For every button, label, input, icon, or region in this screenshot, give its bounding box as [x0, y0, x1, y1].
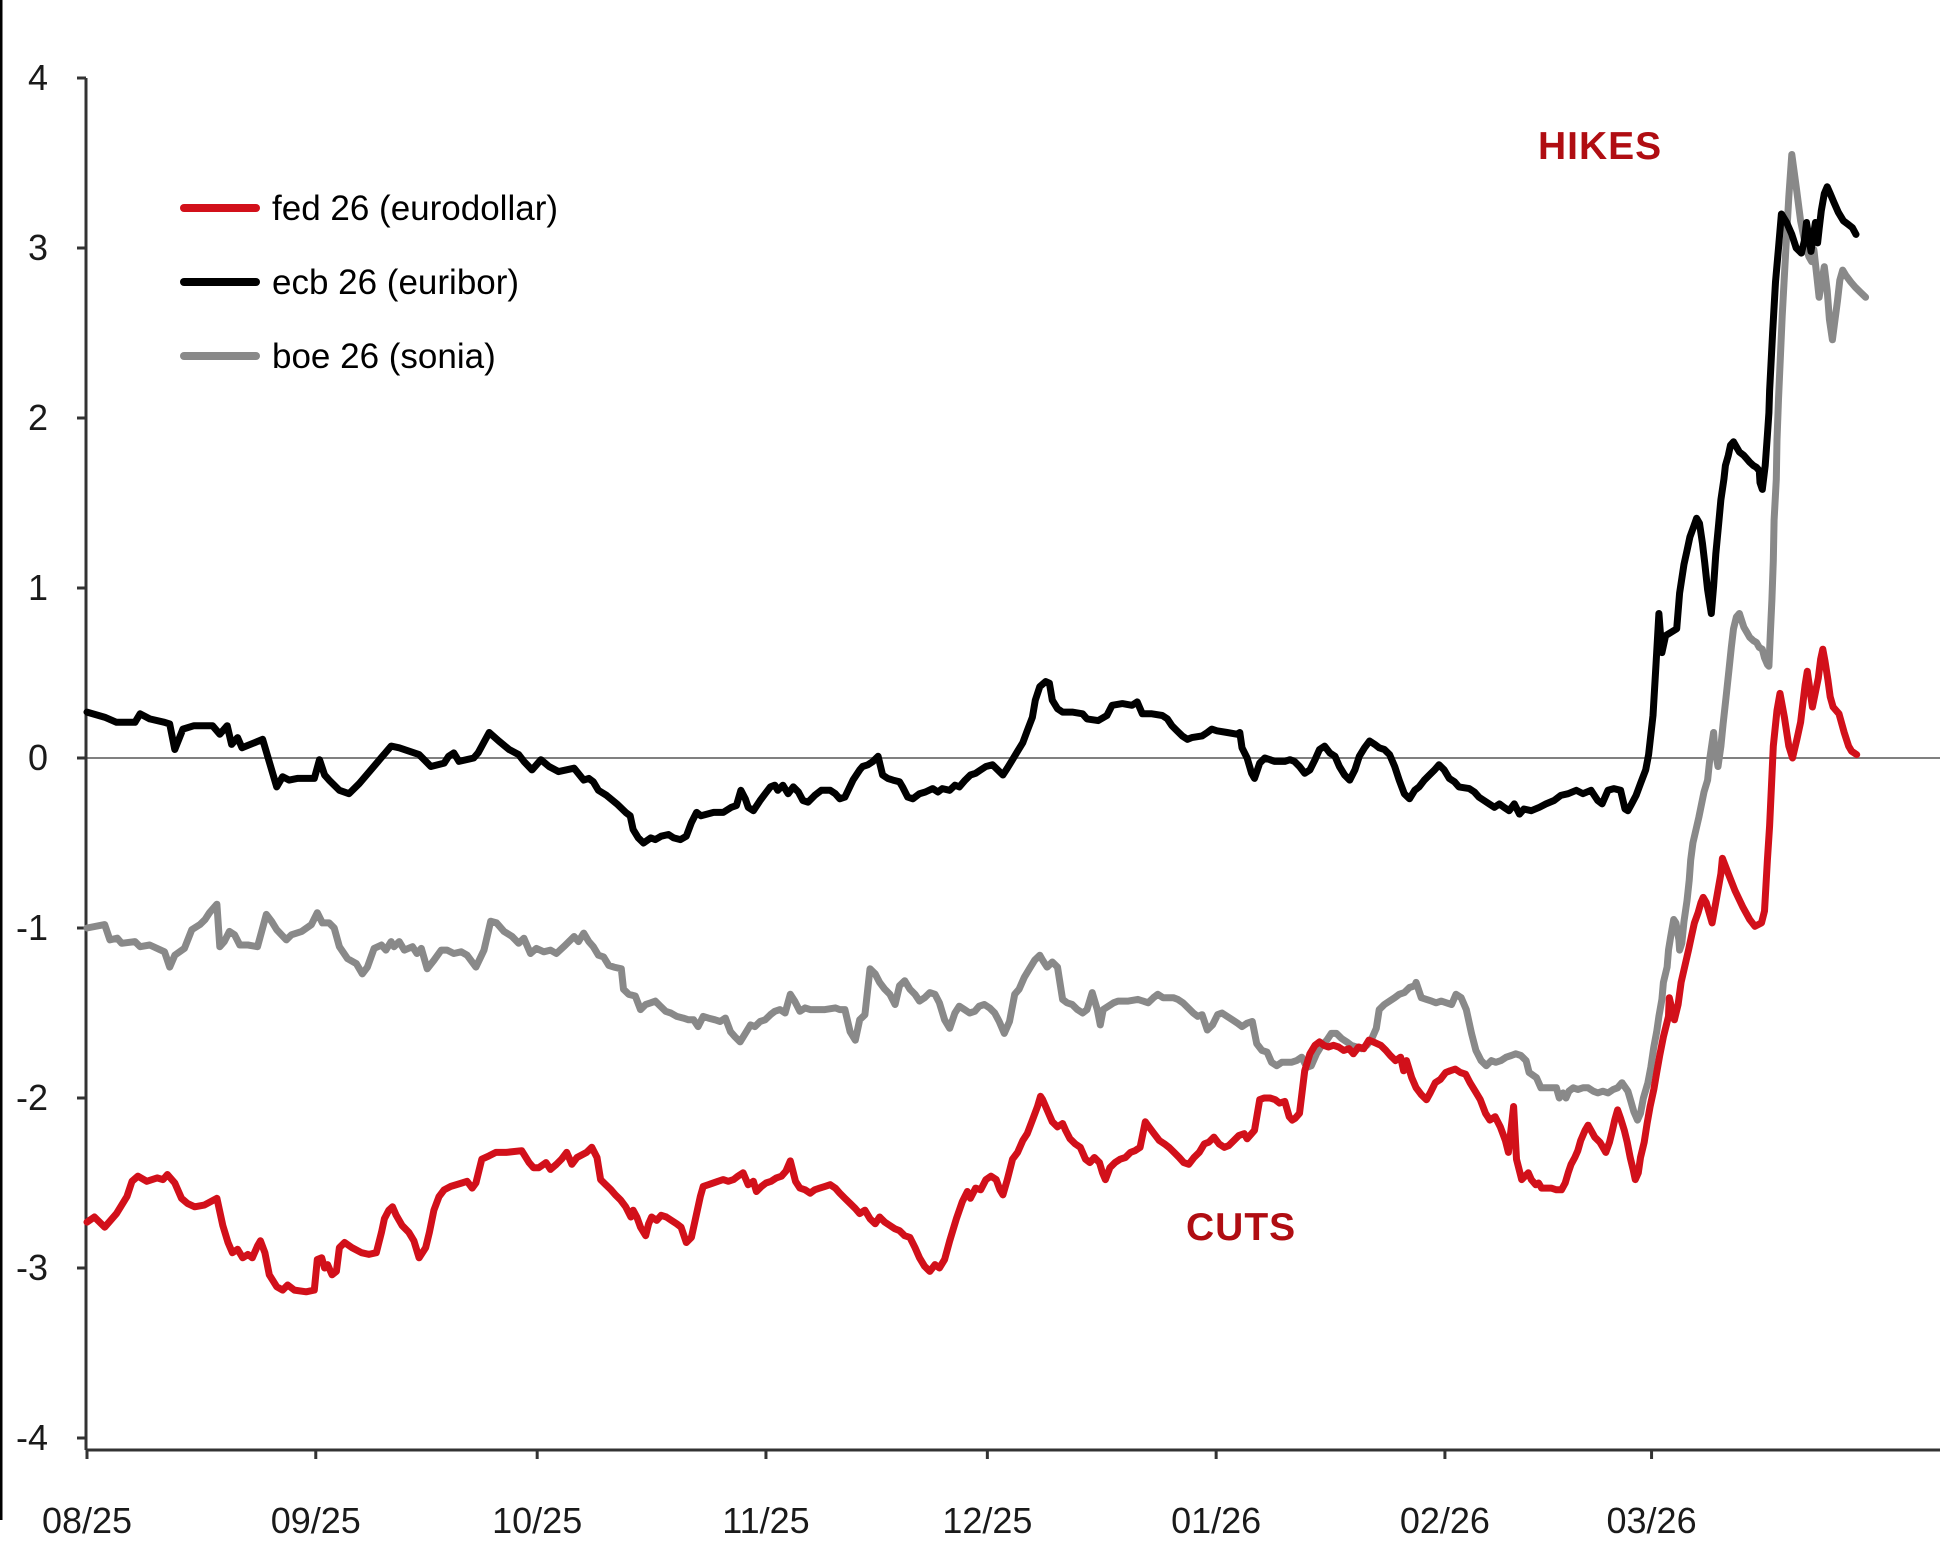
x-tick-label: 08/25: [42, 1500, 132, 1541]
y-tick-label: 2: [28, 397, 48, 438]
legend-swatch-ecb: [180, 278, 260, 286]
legend-label-ecb: ecb 26 (euribor): [272, 262, 520, 302]
annotation-cuts: CUTS: [1186, 1206, 1297, 1249]
y-tick-label: -2: [16, 1077, 48, 1118]
x-tick-label: 11/25: [722, 1500, 809, 1541]
legend-item-ecb: ecb 26 (euribor): [180, 262, 558, 302]
legend: fed 26 (eurodollar) ecb 26 (euribor) boe…: [180, 188, 558, 376]
y-tick-label: 1: [28, 567, 48, 608]
legend-swatch-fed: [180, 204, 260, 212]
y-tick-labels: 4 3 2 1 0 -1 -2 -3 -4: [16, 57, 48, 1458]
series-line-ecb-26-euribor: [83, 183, 1860, 847]
y-tick-label: -4: [16, 1417, 48, 1458]
x-tick-labels: 08/25 09/25 10/25 11/25 12/25 01/26 02/26 03/26: [42, 1500, 1697, 1541]
legend-item-fed: fed 26 (eurodollar): [180, 188, 558, 228]
annotation-hikes: HIKES: [1538, 125, 1663, 168]
legend-item-boe: boe 26 (sonia): [180, 336, 558, 376]
series-lines: [83, 151, 1870, 1296]
legend-label-boe: boe 26 (sonia): [272, 336, 496, 376]
legend-swatch-boe: [180, 352, 260, 360]
x-tick-label: 03/26: [1607, 1500, 1697, 1541]
series-line-boe-26-sonia: [83, 151, 1870, 1124]
series-line-fed-26-eurodollar: [83, 645, 1861, 1296]
y-tick-label: 3: [28, 227, 48, 268]
y-tick-label: -3: [16, 1247, 48, 1288]
x-tick-label: 02/26: [1400, 1500, 1490, 1541]
y-tick-label: -1: [16, 907, 48, 948]
legend-label-fed: fed 26 (eurodollar): [272, 188, 558, 228]
x-tick-label: 12/25: [942, 1500, 1032, 1541]
y-tick-label: 4: [28, 57, 48, 98]
y-tick-label: 0: [28, 737, 48, 778]
x-axis-ticks: [85, 1450, 1654, 1459]
x-tick-label: 10/25: [492, 1500, 582, 1541]
x-tick-label: 09/25: [271, 1500, 361, 1541]
x-tick-label: 01/26: [1171, 1500, 1261, 1541]
